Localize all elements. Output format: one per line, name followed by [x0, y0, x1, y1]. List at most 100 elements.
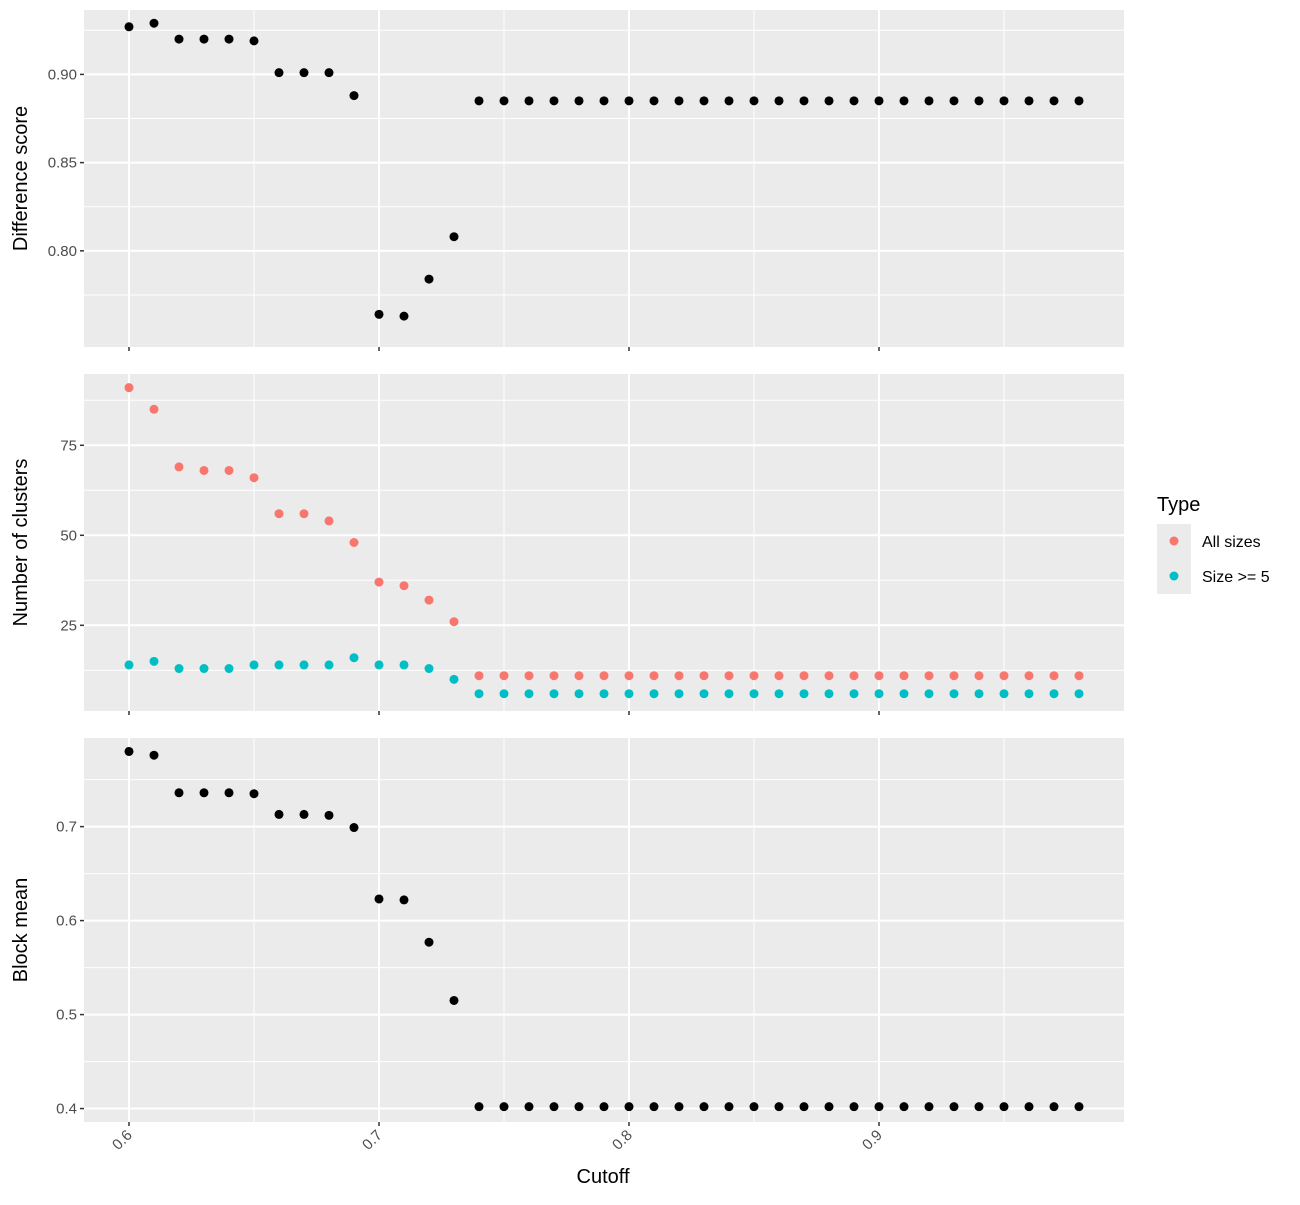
data-point	[399, 660, 409, 670]
data-point	[749, 96, 759, 106]
data-point	[1049, 96, 1059, 106]
data-point	[199, 664, 209, 674]
data-point	[824, 689, 834, 699]
data-point	[399, 311, 409, 321]
data-point	[924, 689, 934, 699]
panel-difference-score: 0.80 0.85 0.90 Difference score	[10, 10, 1124, 351]
data-point	[199, 34, 209, 44]
data-point	[574, 689, 584, 699]
data-point	[524, 689, 534, 699]
data-point	[799, 1102, 809, 1112]
data-point	[999, 96, 1009, 106]
data-point	[274, 68, 284, 78]
data-point	[124, 22, 134, 32]
data-point	[674, 1102, 684, 1112]
data-point	[424, 664, 434, 674]
data-point	[774, 671, 784, 681]
data-point	[574, 96, 584, 106]
data-point	[124, 746, 134, 756]
data-point	[324, 68, 334, 78]
y-tick-label: 75	[60, 437, 77, 454]
data-point	[624, 1102, 634, 1112]
data-point	[374, 660, 384, 670]
data-point	[524, 96, 534, 106]
data-point	[774, 96, 784, 106]
data-point	[424, 595, 434, 605]
x-axis-title: Cutoff	[577, 1166, 630, 1188]
data-point	[549, 689, 559, 699]
data-point	[449, 232, 459, 242]
data-point	[374, 309, 384, 319]
legend-entry: All sizes	[1169, 534, 1261, 551]
data-point	[999, 671, 1009, 681]
data-point	[524, 671, 534, 681]
legend-entries: All sizes Size >= 5	[1169, 534, 1270, 586]
legend-label: Size >= 5	[1202, 569, 1270, 586]
data-point	[424, 937, 434, 947]
data-point	[499, 1102, 509, 1112]
data-point	[649, 689, 659, 699]
legend: Type All sizes Size >= 5	[1157, 494, 1270, 594]
series-all-sizes	[124, 383, 1084, 681]
data-point	[974, 671, 984, 681]
data-point	[1049, 689, 1059, 699]
data-point	[499, 689, 509, 699]
data-point	[199, 788, 209, 798]
x-tick-label: 0.9	[859, 1127, 886, 1154]
data-point	[999, 1102, 1009, 1112]
y-axis-title: Number of clusters	[10, 459, 32, 627]
data-point	[1024, 671, 1034, 681]
data-point	[324, 660, 334, 670]
data-point	[874, 1102, 884, 1112]
panels: 0.80 0.85 0.90 Difference score 25 50 75 Number…	[10, 10, 1124, 1126]
panel-block-mean: 0.4 0.5 0.6 0.7 Block mean	[10, 738, 1124, 1126]
data-point	[349, 91, 359, 101]
data-point	[699, 96, 709, 106]
data-point	[824, 1102, 834, 1112]
data-point	[899, 671, 909, 681]
data-point	[849, 96, 859, 106]
data-point	[549, 1102, 559, 1112]
data-point	[1074, 1102, 1084, 1112]
data-point	[674, 671, 684, 681]
data-point	[649, 96, 659, 106]
data-point	[324, 516, 334, 526]
data-point	[274, 509, 284, 519]
y-axis-title: Difference score	[10, 106, 32, 251]
data-point	[724, 1102, 734, 1112]
data-point	[974, 96, 984, 106]
x-tick-label: 0.8	[609, 1127, 636, 1154]
y-tick-label: 0.7	[56, 819, 77, 836]
legend-label: All sizes	[1202, 534, 1261, 551]
data-point	[999, 689, 1009, 699]
data-point	[899, 689, 909, 699]
data-point	[224, 788, 234, 798]
data-point	[499, 96, 509, 106]
data-point	[474, 1102, 484, 1112]
data-point	[174, 34, 184, 44]
panel-background	[84, 738, 1124, 1122]
series-size-5	[124, 653, 1084, 699]
data-point	[799, 96, 809, 106]
data-point	[374, 894, 384, 904]
y-tick-label: 0.85	[48, 155, 77, 172]
data-point	[899, 96, 909, 106]
data-point	[949, 96, 959, 106]
panel-background	[84, 374, 1124, 711]
data-point	[224, 664, 234, 674]
data-point	[1074, 689, 1084, 699]
data-point	[274, 660, 284, 670]
data-point	[224, 34, 234, 44]
data-point	[849, 1102, 859, 1112]
data-point	[974, 689, 984, 699]
data-point	[649, 671, 659, 681]
data-point	[449, 995, 459, 1005]
data-point	[924, 671, 934, 681]
data-point	[1049, 1102, 1059, 1112]
data-point	[974, 1102, 984, 1112]
data-point	[449, 674, 459, 684]
y-tick-label: 50	[60, 527, 77, 544]
data-point	[724, 96, 734, 106]
data-point	[1074, 671, 1084, 681]
